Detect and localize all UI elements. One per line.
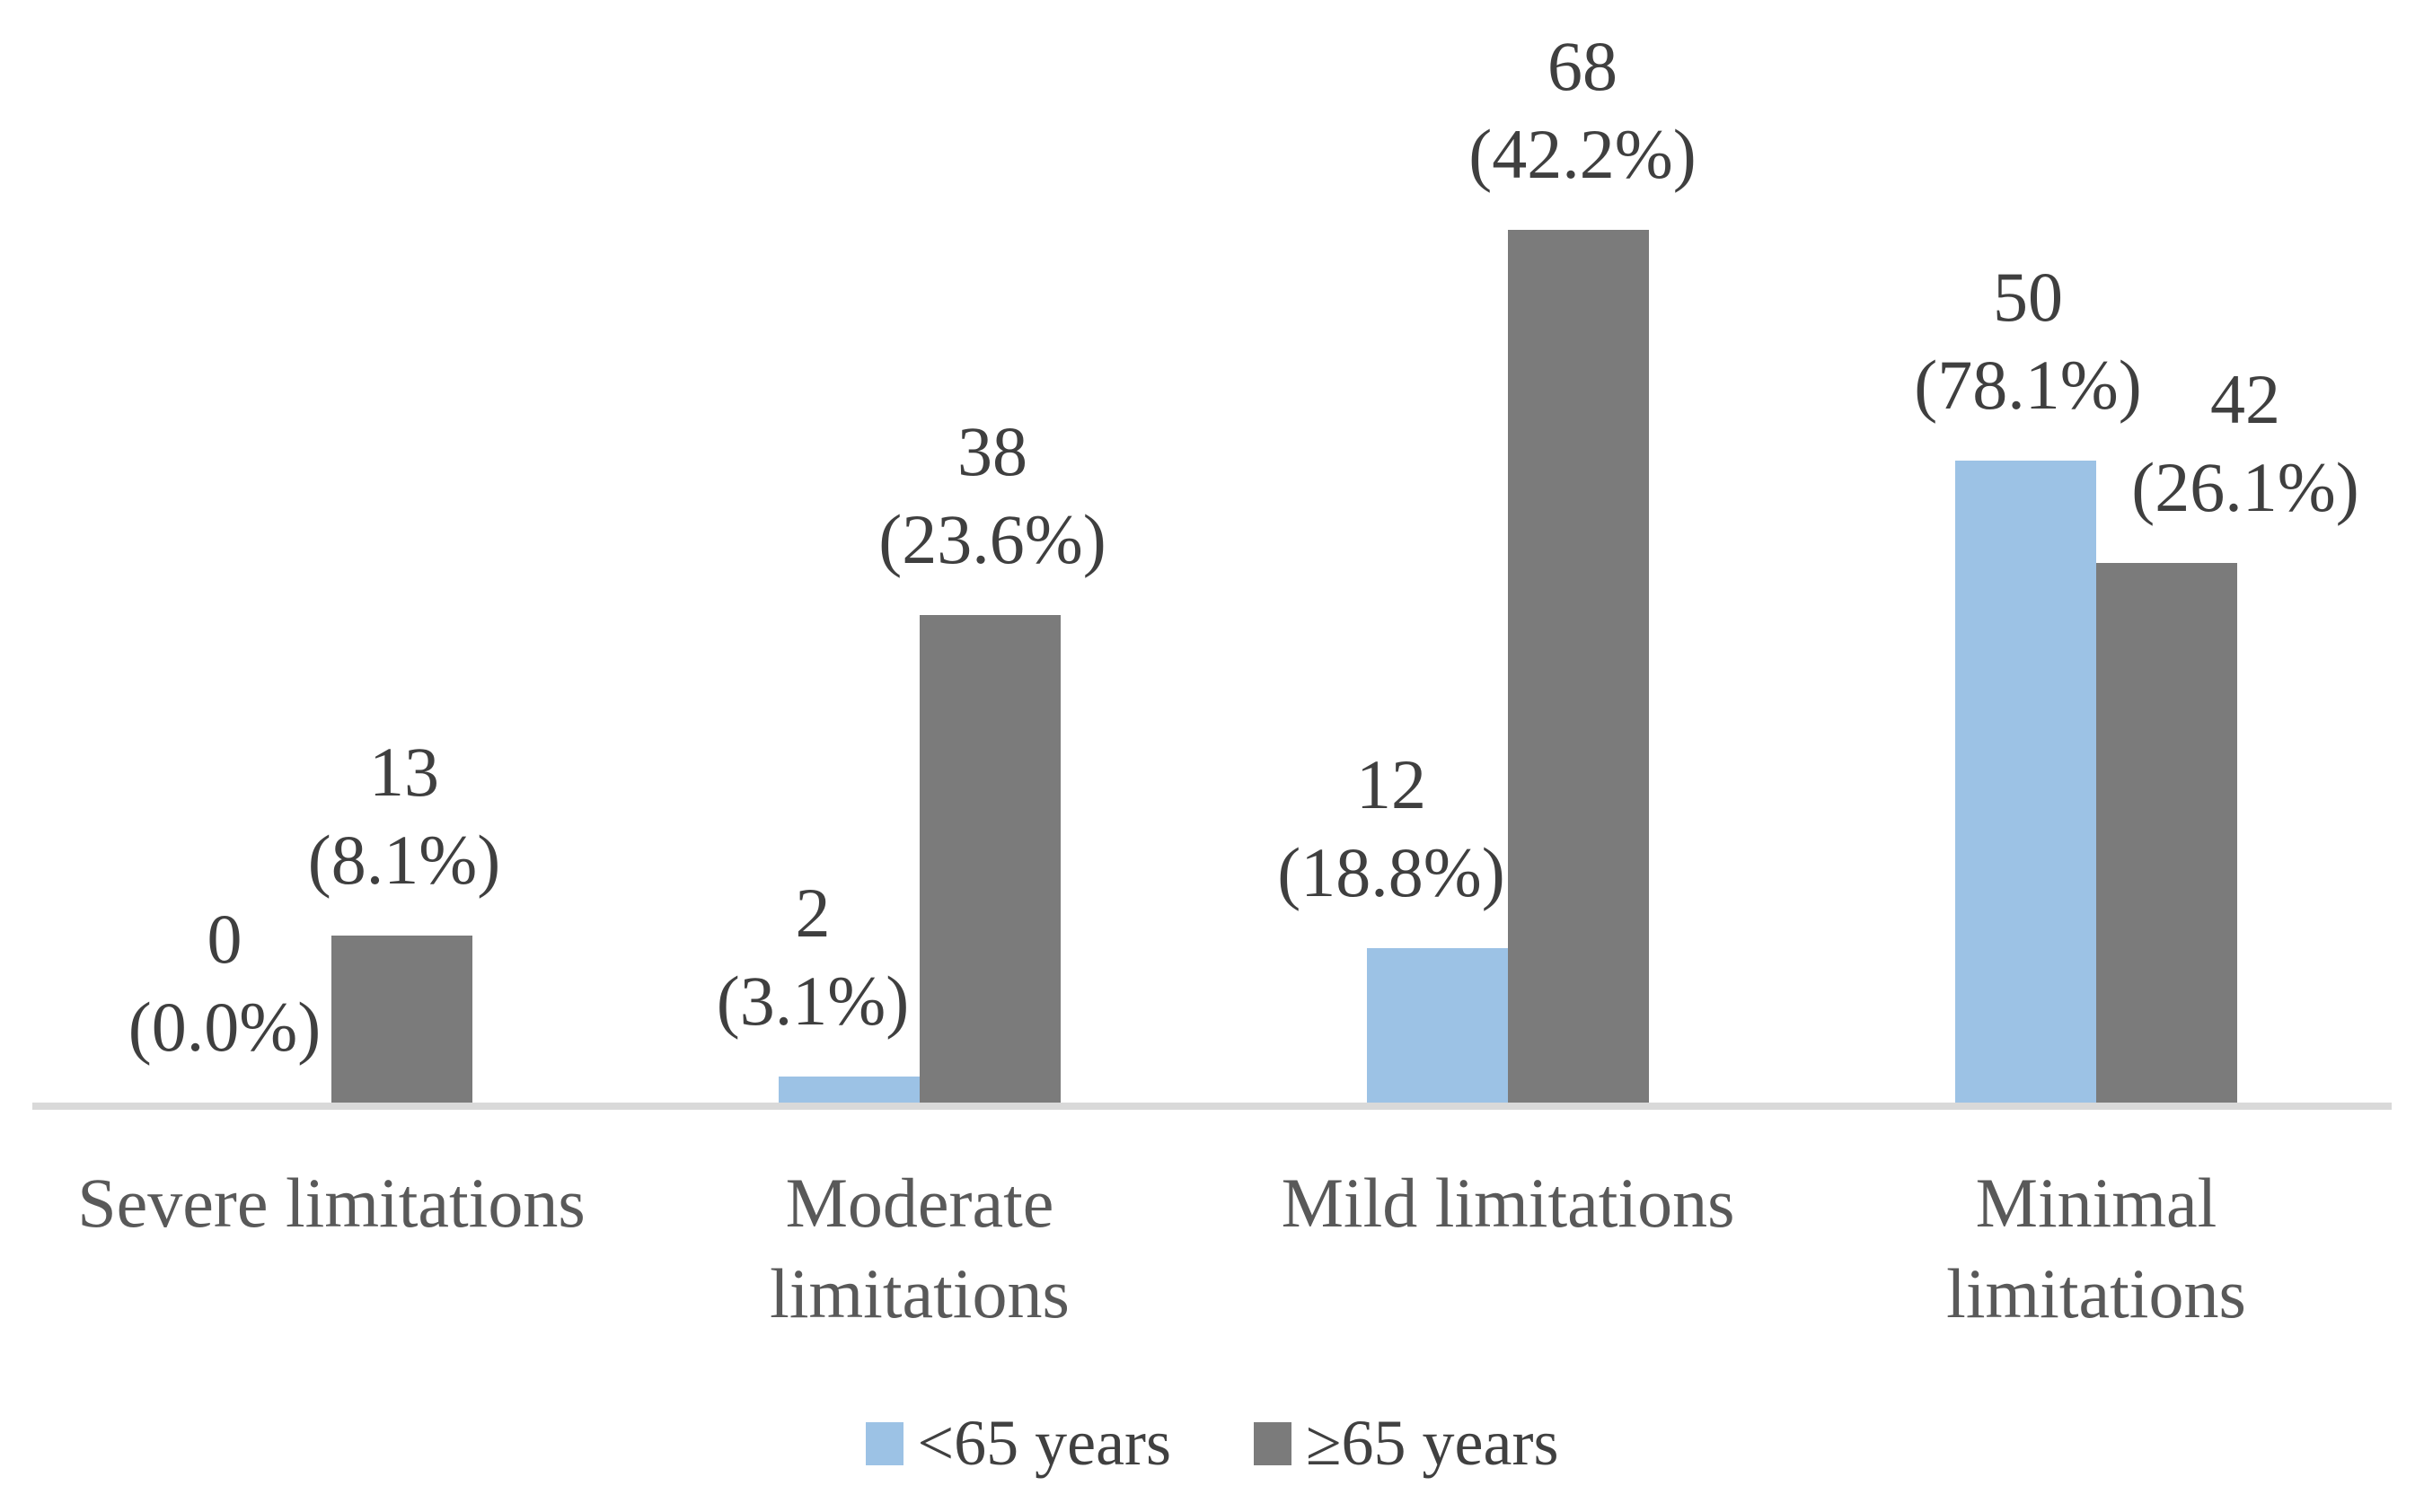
category-label-minimal-limitations: Minimal limitations: [1946, 1164, 2246, 1332]
legend-label-65-plus-years: ≥65 years: [1306, 1407, 1559, 1479]
legend-label-under-65-years: <65 years: [917, 1407, 1172, 1479]
bar-65-plus-years-severe-limitations: [331, 936, 472, 1103]
data-label-under-65-years-minimal-limitations: 50 (78.1%): [1914, 258, 2142, 424]
category-axis-line: [32, 1103, 2392, 1110]
category-label-mild-limitations: Mild limitations: [1281, 1164, 1735, 1242]
legend-color-swatch-under-65-years: [865, 1421, 903, 1465]
data-label-65-plus-years-moderate-limitations: 38 (23.6%): [878, 412, 1106, 578]
data-label-65-plus-years-mild-limitations: 68 (42.2%): [1468, 27, 1697, 193]
legend: <65 years ≥65 years: [0, 1406, 2424, 1481]
category-label-moderate-limitations: Moderate limitations: [770, 1164, 1070, 1332]
legend-item-65-plus-years: ≥65 years: [1254, 1406, 1558, 1481]
data-label-under-65-years-moderate-limitations: 2 (3.1%): [716, 874, 910, 1040]
bar-65-plus-years-mild-limitations: [1508, 230, 1649, 1103]
data-label-under-65-years-severe-limitations: 0 (0.0%): [128, 900, 322, 1066]
legend-color-swatch-65-plus-years: [1254, 1421, 1292, 1465]
bar-under-65-years-mild-limitations: [1367, 948, 1508, 1103]
data-label-65-plus-years-severe-limitations: 13 (8.1%): [307, 733, 501, 899]
bar-under-65-years-moderate-limitations: [779, 1077, 920, 1103]
data-label-under-65-years-mild-limitations: 12 (18.8%): [1277, 745, 1505, 911]
bar-65-plus-years-minimal-limitations: [2096, 563, 2237, 1103]
category-label-severe-limitations: Severe limitations: [77, 1164, 586, 1242]
data-label-65-plus-years-minimal-limitations: 42 (26.1%): [2131, 360, 2359, 526]
bar-under-65-years-minimal-limitations: [1955, 461, 2096, 1103]
bar-65-plus-years-moderate-limitations: [920, 615, 1061, 1103]
legend-item-under-65-years: <65 years: [865, 1406, 1172, 1481]
